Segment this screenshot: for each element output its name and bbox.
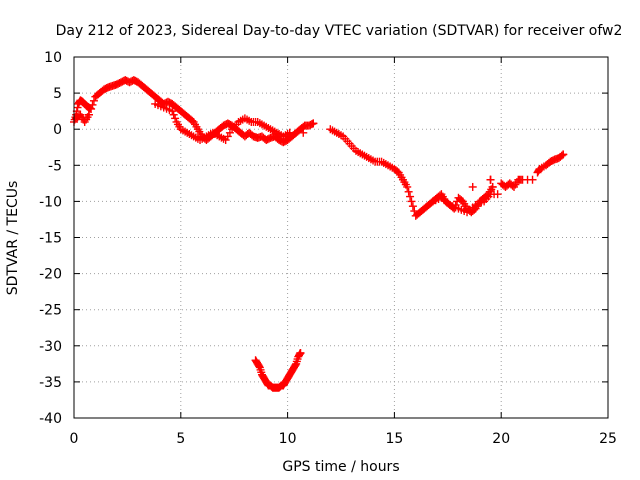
data-point — [559, 150, 568, 159]
y-tick-label: 0 — [53, 122, 62, 138]
x-tick-label: 5 — [176, 431, 185, 447]
data-point — [437, 193, 452, 207]
data-point — [445, 201, 460, 212]
y-tick-label: -35 — [39, 375, 62, 391]
chart-title: Day 212 of 2023, Sidereal Day-to-day VTE… — [56, 23, 623, 39]
data-point — [554, 151, 566, 163]
data-point — [285, 128, 308, 137]
data-point — [189, 132, 202, 143]
data-point — [403, 182, 415, 201]
data-point — [292, 355, 302, 368]
x-tick-label: 20 — [492, 431, 510, 447]
data-point — [168, 107, 180, 123]
data-point — [546, 156, 558, 166]
data-point — [486, 175, 495, 184]
data-point — [486, 190, 502, 199]
y-tick-label: -40 — [39, 411, 62, 427]
data-point — [279, 130, 292, 141]
data-point — [377, 157, 390, 169]
data-point — [463, 203, 477, 217]
data-point — [176, 125, 190, 136]
y-tick-label: -10 — [39, 194, 62, 210]
y-tick-label: 10 — [44, 50, 62, 66]
grid-layer — [74, 57, 608, 418]
x-tick-label: 25 — [599, 431, 617, 447]
y-tick-label: -30 — [39, 339, 62, 355]
data-point — [480, 192, 493, 206]
data-point — [309, 119, 318, 128]
y-tick-label: -25 — [39, 303, 62, 319]
data-point — [411, 209, 423, 220]
data-point — [407, 197, 419, 216]
plot-frame — [73, 56, 609, 419]
data-point — [518, 175, 537, 184]
data-point — [471, 198, 486, 210]
data-point — [172, 117, 184, 131]
data-point — [87, 96, 98, 113]
y-tick-label: -15 — [39, 231, 62, 247]
data-point — [183, 128, 196, 140]
x-tick-label: 15 — [385, 431, 403, 447]
y-tick-label: -20 — [39, 267, 62, 283]
x-axis-label: GPS time / hours — [282, 459, 399, 475]
data-point — [304, 120, 316, 130]
data-point — [84, 110, 93, 119]
data-point — [550, 154, 562, 164]
tick-layer: 0 5 10 15 20 25 10 5 0 -5 -10 -15 -20 -25 -30 -35 -40 — [39, 50, 617, 447]
data-point — [129, 76, 141, 86]
data-point — [468, 182, 497, 191]
data-point — [272, 128, 286, 140]
y-tick-label: 5 — [53, 86, 62, 102]
data-point — [398, 175, 410, 189]
data-points — [70, 76, 568, 392]
x-tick-label: 0 — [70, 431, 79, 447]
data-point — [345, 139, 358, 153]
data-point — [296, 349, 305, 358]
y-tick-label: -5 — [48, 158, 62, 174]
data-point — [326, 125, 339, 136]
x-tick-label: 10 — [279, 431, 297, 447]
data-point — [234, 115, 247, 126]
y-axis-label: SDTVAR / TECUs — [5, 181, 21, 296]
data-point — [121, 76, 133, 86]
